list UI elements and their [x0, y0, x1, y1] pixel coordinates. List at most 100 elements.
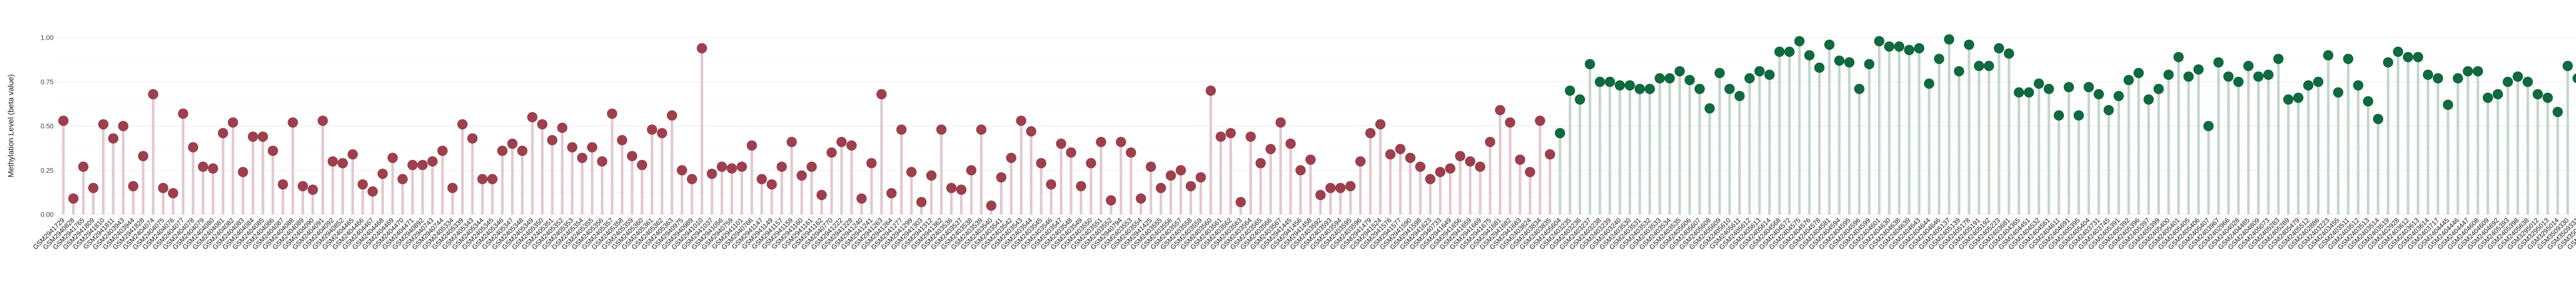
lollipop-dot	[896, 124, 907, 135]
lollipop-dot	[1974, 60, 1985, 71]
lollipop-dot	[1535, 115, 1546, 126]
lollipop-dot	[377, 169, 388, 179]
lollipop-dot	[108, 133, 118, 144]
lollipop-dot	[1984, 60, 1994, 71]
lollipop-dot	[477, 174, 488, 185]
lollipop-dot	[1026, 126, 1037, 137]
lollipop-dot	[2054, 110, 2064, 121]
lollipop-dot	[2163, 70, 2174, 80]
lollipop-dot	[1554, 128, 1565, 139]
lollipop-dot	[1415, 161, 1426, 172]
lollipop-dot	[397, 174, 408, 185]
y-axis-tick-labels: 0.00 0.25 0.50 0.75 1.00	[41, 34, 54, 219]
lollipop-dot	[248, 131, 258, 142]
lollipop-dot	[2243, 60, 2254, 71]
lollipop-dot	[317, 115, 328, 126]
lollipop-dot	[1345, 181, 1356, 192]
lollipop-dot	[1325, 182, 1336, 193]
lollipop-dot	[1784, 46, 1795, 57]
lollipop-dot	[906, 167, 917, 177]
lollipop-dot	[327, 156, 338, 167]
lollipop-dot	[1994, 43, 2004, 54]
lollipop-dot	[1924, 78, 1935, 89]
lollipop-dot	[1096, 137, 1107, 147]
lollipop-dot	[836, 137, 847, 147]
lollipop-dot	[1615, 80, 1625, 91]
lollipop-dot	[1954, 66, 1964, 77]
lollipop-dot	[1595, 76, 1605, 87]
lollipop-dot	[986, 200, 996, 211]
lollipop-dot	[2073, 110, 2084, 121]
lollipop-dot	[2253, 71, 2264, 82]
lollipop-dot	[128, 181, 139, 192]
lollipop-dot	[1844, 57, 1855, 68]
lollipop-dot	[1056, 138, 1066, 149]
lollipop-dot	[148, 89, 159, 99]
lollipop-dot	[1305, 154, 1316, 165]
lollipop-dot	[1694, 84, 1705, 94]
lollipop-dot	[1754, 66, 1765, 77]
lollipop-dot	[1275, 117, 1286, 128]
lollipop-dot	[1245, 131, 1256, 142]
lollipop-dot	[2024, 87, 2035, 98]
lollipop-dot	[2383, 57, 2394, 68]
lollipop-dot	[1206, 85, 1216, 96]
lollipop-dot	[2263, 70, 2274, 80]
lollipop-dot	[966, 165, 977, 176]
lollipop-dot	[1565, 85, 1575, 96]
lollipop-dot	[2193, 64, 2204, 75]
lollipop-dot	[856, 193, 867, 204]
lollipop-dot	[667, 110, 677, 121]
lollipop-dot	[417, 160, 428, 170]
lollipop-dot	[557, 122, 568, 133]
lollipop-dot	[158, 182, 168, 193]
lollipop-dot	[2493, 89, 2503, 99]
lollipop-dot	[587, 142, 598, 153]
lollipop-dot	[1574, 94, 1585, 105]
lollipop-dot	[1495, 105, 1505, 115]
lollipop-dot	[1674, 66, 1685, 77]
lollipop-dot	[567, 142, 578, 153]
lollipop-dot	[2552, 107, 2563, 118]
lollipop-dot	[88, 182, 99, 193]
lollipop-dot	[886, 188, 897, 198]
lollipop-dot	[637, 160, 648, 170]
lollipop-dot	[996, 172, 1007, 182]
lollipop-dot	[1395, 144, 1405, 155]
y-axis-title: Methylation Level (beta value)	[7, 74, 15, 177]
y-tick-label: 0.25	[41, 167, 54, 174]
lollipop-dot	[1435, 167, 1446, 177]
lollipop-dot	[2223, 71, 2234, 82]
lollipop-dot	[2443, 99, 2453, 110]
lollipop-dot	[1265, 144, 1276, 155]
lollipop-dot	[2463, 66, 2473, 77]
lollipop-dot	[2093, 89, 2104, 99]
lollipop-dot	[806, 161, 817, 172]
lollipop-dot	[1904, 45, 1914, 55]
lollipop-dot	[717, 161, 727, 172]
lollipop-dot	[297, 181, 308, 192]
lollipop-dot	[767, 179, 777, 190]
lollipop-dot	[2113, 91, 2124, 102]
lollipop-dot	[1774, 46, 1785, 57]
lollipop-dot	[1764, 70, 1775, 80]
lollipop-dot	[1335, 182, 1346, 193]
lollipop-dot	[1744, 73, 1755, 84]
lollipop-dot	[78, 161, 89, 172]
lollipop-dot	[547, 135, 557, 145]
lollipop-dot	[2033, 78, 2044, 89]
lollipop-dot	[657, 128, 667, 139]
lollipop-dot	[607, 108, 618, 119]
lollipop-dot	[1804, 50, 1815, 61]
lollipop-dot	[1165, 170, 1176, 181]
lollipop-dot	[278, 179, 289, 190]
lollipop-dot	[337, 158, 348, 169]
lollipop-dot	[1185, 181, 1196, 192]
lollipop-dot	[936, 124, 947, 135]
lollipop-dot	[876, 89, 887, 99]
lollipop-dot	[2233, 76, 2244, 87]
lollipop-dot	[1445, 163, 1455, 174]
lollipop-dot	[2403, 52, 2413, 62]
lollipop-dot	[1724, 84, 1735, 94]
lollipop-dot	[1046, 179, 1057, 190]
